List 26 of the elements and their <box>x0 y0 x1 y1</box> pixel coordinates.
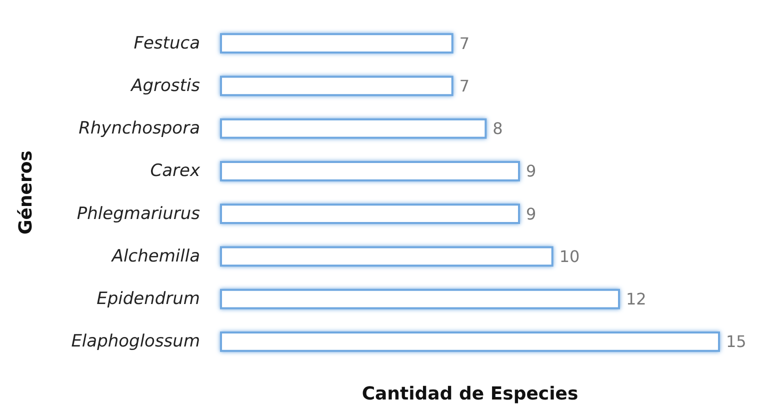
data-label: 12 <box>626 290 646 309</box>
y-axis-title: Géneros <box>16 150 36 234</box>
bar <box>220 246 554 267</box>
data-label: 15 <box>726 332 746 352</box>
y-tick-label: Alchemilla <box>110 246 200 266</box>
bar <box>220 288 620 310</box>
data-label: 7 <box>459 76 470 96</box>
bar <box>220 118 487 139</box>
y-tick-label: Carex <box>150 161 201 182</box>
data-label: 10 <box>559 246 580 266</box>
x-axis-title: Cantidad de Especies <box>362 384 578 404</box>
bar <box>220 33 454 54</box>
data-label: 9 <box>526 204 536 224</box>
data-label: 9 <box>526 162 536 181</box>
bar <box>220 160 520 182</box>
bar <box>220 204 520 224</box>
y-tick-label: Elaphoglossum <box>71 332 200 352</box>
y-tick-label: Rhynchospora <box>78 118 200 139</box>
y-tick-label: Phlegmariurus <box>76 204 200 224</box>
y-tick-label: Agrostis <box>130 76 200 96</box>
data-label: 8 <box>492 119 503 138</box>
bar <box>220 76 454 96</box>
y-tick-label: Festuca <box>134 33 200 54</box>
data-label: 7 <box>459 34 470 53</box>
y-tick-label: Epidendrum <box>96 289 200 310</box>
bar <box>220 331 720 352</box>
